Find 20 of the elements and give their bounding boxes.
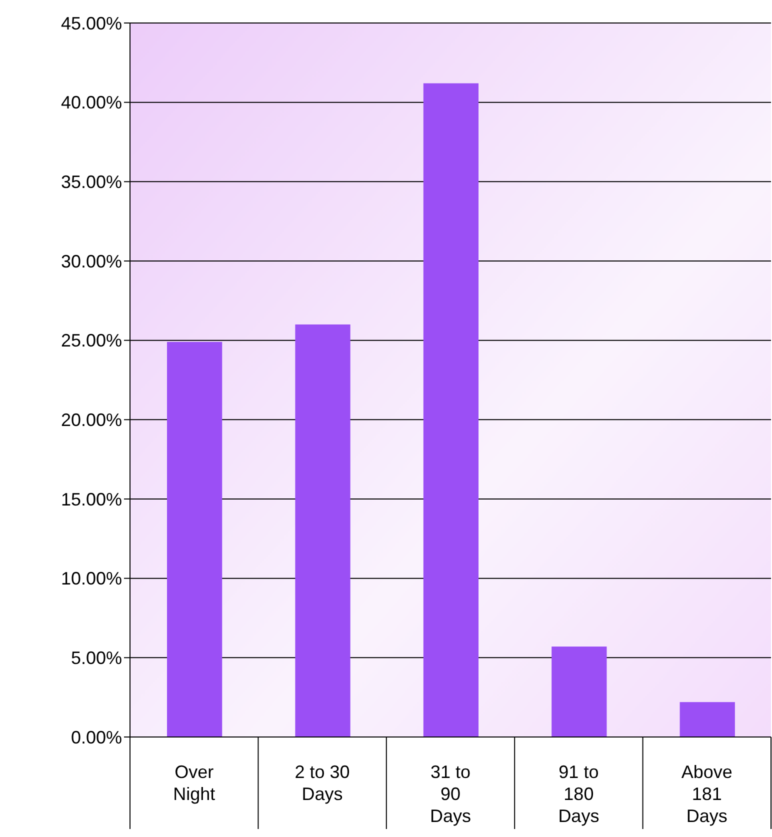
bar	[423, 83, 479, 737]
y-tick-label: 5.00%	[70, 648, 122, 668]
y-tick-label: 20.00%	[60, 410, 122, 430]
x-tick-label: 31 to 90 Days	[430, 762, 472, 826]
y-tick-label: 10.00%	[60, 568, 122, 589]
x-tick-label: Over Night	[173, 762, 216, 804]
y-tick-label: 45.00%	[60, 13, 122, 34]
y-tick-label: 15.00%	[60, 489, 122, 510]
y-tick-label: 0.00%	[70, 727, 122, 748]
y-tick-label: 35.00%	[60, 172, 122, 192]
x-tick-label: 2 to 30 Days	[294, 762, 350, 804]
bar	[680, 702, 735, 737]
bar	[167, 342, 222, 737]
y-tick-label: 25.00%	[60, 330, 122, 351]
bar	[552, 646, 607, 737]
x-tick-label: Above 181 Days	[681, 762, 732, 826]
y-tick-label: 40.00%	[60, 92, 122, 113]
x-tick-label: 91 to 180 Days	[558, 762, 600, 826]
bar	[295, 324, 350, 737]
y-tick-label: 30.00%	[60, 251, 122, 272]
